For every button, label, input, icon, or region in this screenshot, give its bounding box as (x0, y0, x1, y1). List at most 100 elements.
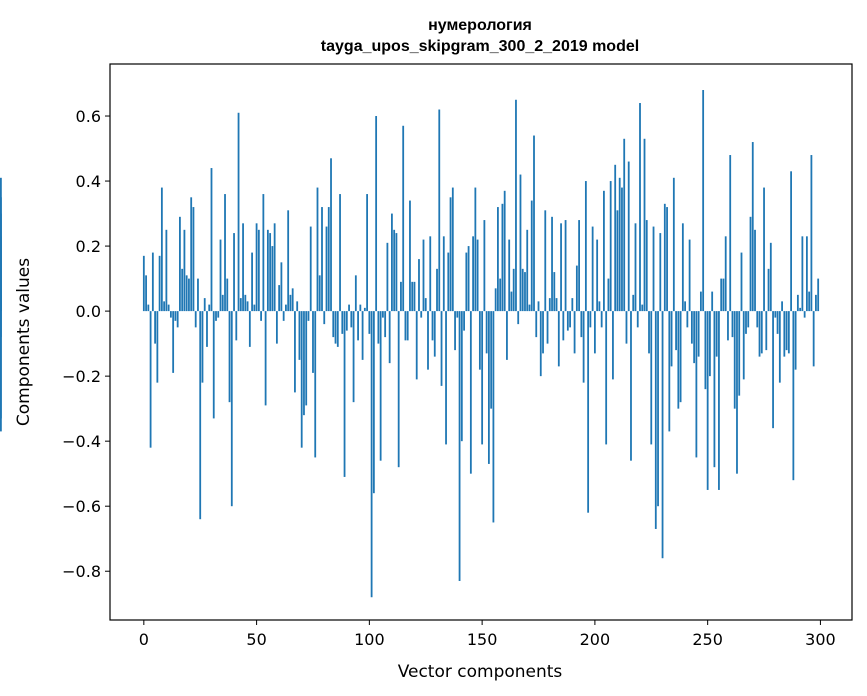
bar (305, 311, 308, 406)
bar (560, 223, 562, 312)
bar (616, 210, 619, 312)
bar (546, 311, 549, 344)
bar (767, 268, 770, 312)
bar (499, 278, 502, 312)
bar (670, 311, 673, 367)
bar (366, 194, 368, 312)
bar (176, 311, 179, 328)
bar (539, 311, 542, 377)
bar (569, 311, 571, 328)
bar (693, 311, 696, 364)
bar (702, 90, 705, 312)
bar (614, 164, 617, 312)
bar (765, 311, 768, 351)
bar (352, 311, 355, 403)
y-tick-label: −0.6 (62, 497, 101, 516)
bar (163, 301, 166, 312)
bar (418, 259, 420, 312)
bar (745, 311, 747, 334)
bar (663, 203, 666, 312)
bar (727, 311, 729, 341)
bar (485, 311, 488, 354)
bar (652, 226, 655, 312)
bar (456, 311, 459, 318)
bar (467, 246, 470, 312)
bar (627, 161, 630, 312)
bar (438, 109, 441, 312)
bar (151, 252, 154, 312)
bar (388, 311, 391, 364)
plot-frame (109, 63, 853, 621)
bar (776, 311, 779, 334)
bar (354, 275, 357, 312)
bar (677, 311, 680, 409)
x-tick-label: 100 (354, 630, 385, 649)
bar (555, 298, 558, 312)
y-tick-label: 0.0 (76, 302, 101, 321)
bar (404, 311, 407, 341)
y-tick-label: −0.8 (62, 562, 101, 581)
bar (625, 311, 628, 344)
bar (436, 268, 438, 312)
bar (309, 226, 312, 312)
bar (542, 311, 544, 354)
bar (316, 187, 319, 312)
bar (361, 311, 364, 360)
bar (736, 311, 738, 474)
bar (422, 239, 425, 312)
bar (512, 268, 515, 312)
bar (199, 311, 202, 520)
x-tick-label: 300 (805, 630, 836, 649)
bar (273, 223, 276, 312)
bar (469, 311, 472, 474)
bar (557, 311, 560, 367)
y-tick-label: 0.4 (76, 172, 101, 191)
bar (167, 304, 170, 312)
bar (609, 181, 612, 312)
chart-title-line-2: tayga_upos_skipgram_300_2_2019 model (321, 38, 639, 55)
bar (188, 278, 190, 312)
bar (645, 220, 648, 312)
bar (420, 311, 423, 318)
bar (397, 311, 400, 468)
bar (341, 311, 344, 334)
bar (280, 262, 283, 312)
bar (165, 229, 168, 312)
bar (386, 242, 389, 312)
bar (648, 311, 650, 354)
bar (699, 291, 702, 312)
bar (571, 298, 574, 312)
bar (738, 311, 741, 396)
bar (799, 307, 802, 312)
bar (246, 301, 249, 312)
bar (210, 168, 213, 312)
x-tick-label: 150 (467, 630, 498, 649)
bar (449, 197, 452, 312)
bar (812, 311, 815, 367)
bar (548, 298, 551, 312)
bar (593, 311, 596, 354)
bar (566, 311, 569, 331)
bar (300, 311, 303, 448)
bar (298, 311, 301, 360)
bar (810, 155, 813, 312)
bar (763, 187, 765, 312)
bar (445, 311, 447, 445)
bar (801, 236, 804, 312)
y-tick-label: 0.6 (76, 107, 101, 126)
bar (431, 311, 434, 341)
bar (668, 311, 671, 432)
bar (490, 311, 493, 409)
bar (650, 311, 653, 445)
bar (754, 229, 756, 312)
bar (510, 291, 513, 312)
bar (242, 223, 244, 312)
bar (760, 311, 763, 354)
bar (603, 190, 605, 312)
bar (447, 252, 450, 312)
bar (201, 311, 204, 383)
bar (379, 311, 382, 461)
bar (634, 223, 637, 312)
bar (769, 242, 772, 312)
bar (530, 200, 533, 312)
